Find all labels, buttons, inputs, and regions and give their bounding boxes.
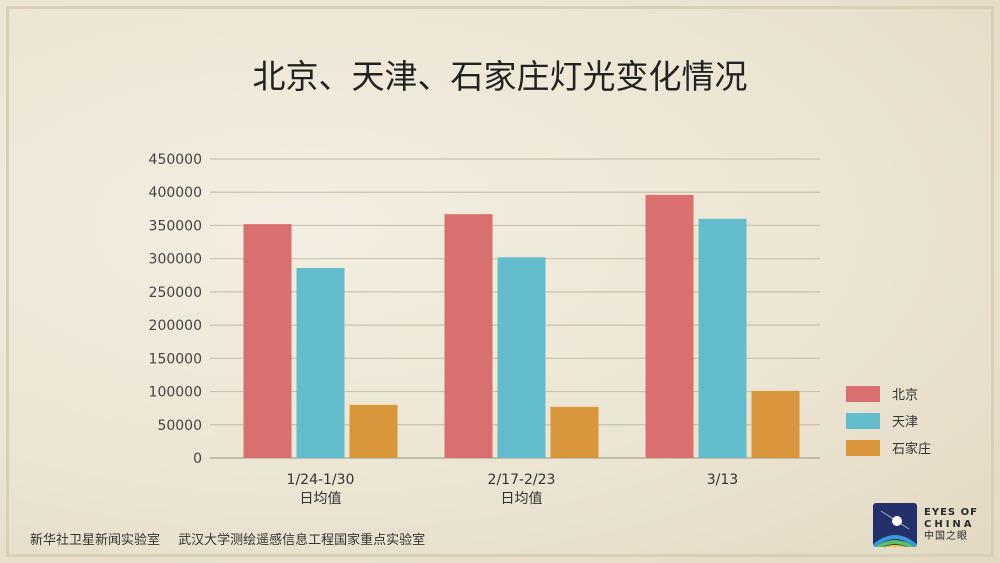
- y-tick-label: 200000: [149, 318, 202, 334]
- bar-北京-0: [243, 224, 292, 458]
- legend-label: 北京: [892, 388, 919, 403]
- y-tick-label: 400000: [149, 185, 202, 201]
- y-tick-label: 0: [193, 451, 202, 467]
- y-tick-label: 300000: [149, 252, 202, 268]
- logo-line1: EYES OF: [924, 507, 978, 518]
- x-tick-label: 日均值: [501, 491, 543, 507]
- legend-swatch: [846, 412, 880, 429]
- chart-title: 北京、天津、石家庄灯光变化情况: [252, 57, 748, 96]
- bar-天津-1: [497, 257, 546, 458]
- x-tick-label: 2/17-2/23: [488, 472, 556, 488]
- bar-石家庄-1: [550, 406, 599, 458]
- x-tick-label: 1/24-1/30: [287, 472, 355, 488]
- satellite-logo-icon: [873, 503, 917, 547]
- bar-北京-2: [645, 194, 694, 458]
- logo-line2: CHINA: [924, 519, 975, 530]
- credit-xinhua: 新华社卫星新闻实验室: [30, 533, 161, 548]
- legend-swatch: [846, 439, 880, 456]
- frame: [6, 6, 994, 557]
- bar-天津-2: [698, 218, 747, 458]
- y-tick-label: 250000: [149, 285, 202, 301]
- logo-line3: 中国之眼: [924, 531, 968, 542]
- y-tick-label: 50000: [157, 418, 202, 434]
- legend-item: 石家庄: [846, 434, 931, 461]
- legend-item: 天津: [846, 407, 931, 434]
- bar-北京-1: [444, 214, 493, 458]
- legend-item: 北京: [846, 380, 931, 407]
- y-tick-label: 450000: [149, 152, 202, 168]
- legend-label: 石家庄: [892, 442, 932, 457]
- eyes-of-china-logo: EYES OF CHINA 中国之眼: [873, 503, 978, 547]
- y-tick-label: 350000: [149, 218, 202, 234]
- legend: 北京 天津 石家庄: [846, 380, 931, 461]
- legend-label: 天津: [892, 415, 919, 430]
- y-tick-label: 100000: [149, 385, 202, 401]
- footer: 新华社卫星新闻实验室 武汉大学测绘遥感信息工程国家重点实验室: [30, 529, 439, 548]
- legend-swatch: [846, 385, 880, 402]
- bar-石家庄-0: [349, 404, 398, 458]
- x-tick-label: 3/13: [707, 472, 738, 488]
- x-tick-label: 日均值: [300, 491, 342, 507]
- y-tick-label: 150000: [149, 351, 202, 367]
- credit-whu: 武汉大学测绘遥感信息工程国家重点实验室: [178, 533, 426, 548]
- bar-天津-0: [296, 267, 345, 458]
- bar-石家庄-2: [751, 390, 800, 458]
